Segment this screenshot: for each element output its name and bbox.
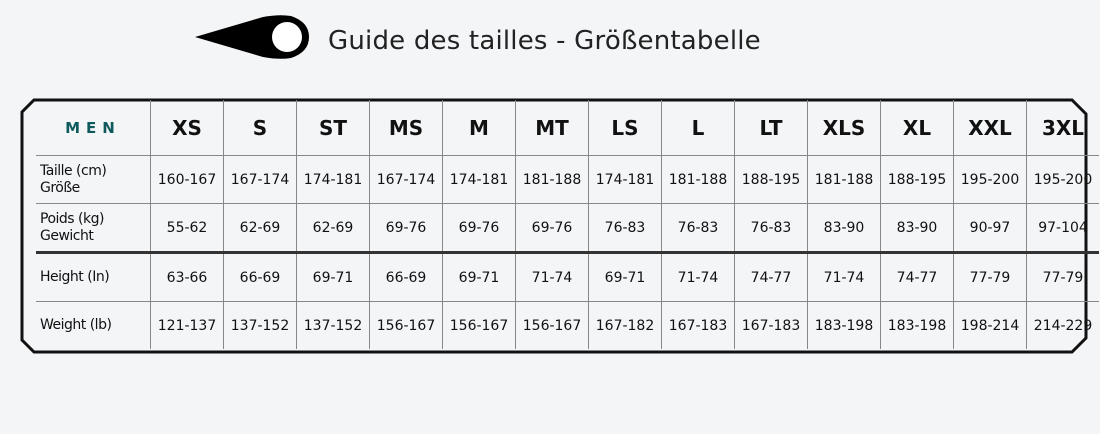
table-row: Poids (kg) Gewicht 55-62 62-69 62-69 69-76 69-…: [36, 203, 1099, 254]
table-cell: 181-188: [807, 155, 881, 204]
table-cell: 167-183: [734, 301, 808, 349]
table-row: Taille (cm) Größe 160-167 167-174 174-181 167…: [36, 155, 1099, 204]
table-cell: 63-66: [150, 252, 224, 302]
table-cell: 76-83: [661, 203, 735, 254]
table-cell: 174-181: [588, 155, 662, 204]
size-header: LT: [734, 100, 808, 156]
category-label: MEN: [36, 100, 151, 156]
size-chart-table: MEN XS S ST MS M MT LS L LT XLS XL XXL 3…: [36, 100, 1099, 349]
row-label-primary: Height (In): [40, 269, 110, 285]
size-header: MT: [515, 100, 589, 156]
table-cell: 167-174: [223, 155, 297, 204]
size-header: XS: [150, 100, 224, 156]
table-cell: 181-188: [515, 155, 589, 204]
table-cell: 188-195: [734, 155, 808, 204]
table-cell: 181-188: [661, 155, 735, 204]
page-title: Guide des tailles - Größentabelle: [328, 26, 761, 56]
table-cell: 69-71: [442, 252, 516, 302]
table-cell: 74-77: [734, 252, 808, 302]
table-cell: 69-76: [369, 203, 443, 254]
table-cell: 69-76: [515, 203, 589, 254]
table-cell: 76-83: [734, 203, 808, 254]
row-label-secondary: Gewicht: [40, 227, 94, 244]
table-cell: 62-69: [223, 203, 297, 254]
table-row: Weight (lb) 121-137 137-152 137-152 156-167 1…: [36, 301, 1099, 349]
table-cell: 195-200: [953, 155, 1027, 204]
size-header: XL: [880, 100, 954, 156]
table-cell: 167-183: [661, 301, 735, 349]
table-cell: 214-229: [1026, 301, 1099, 349]
table-cell: 69-71: [296, 252, 370, 302]
table-cell: 174-181: [296, 155, 370, 204]
table-cell: 66-69: [369, 252, 443, 302]
table-cell: 156-167: [515, 301, 589, 349]
table-cell: 167-174: [369, 155, 443, 204]
table-cell: 76-83: [588, 203, 662, 254]
row-label: Weight (lb): [36, 301, 151, 349]
table-cell: 174-181: [442, 155, 516, 204]
table-cell: 183-198: [807, 301, 881, 349]
table-cell: 97-104: [1026, 203, 1099, 254]
teardrop-logo-icon: [195, 15, 309, 59]
table-cell: 167-182: [588, 301, 662, 349]
table-cell: 121-137: [150, 301, 224, 349]
table-cell: 137-152: [223, 301, 297, 349]
row-label: Taille (cm) Größe: [36, 155, 151, 204]
size-header: MS: [369, 100, 443, 156]
table-cell: 62-69: [296, 203, 370, 254]
size-header: XLS: [807, 100, 881, 156]
table-cell: 83-90: [807, 203, 881, 254]
table-cell: 195-200: [1026, 155, 1099, 204]
table-cell: 83-90: [880, 203, 954, 254]
table-cell: 69-76: [442, 203, 516, 254]
table-cell: 69-71: [588, 252, 662, 302]
table-cell: 137-152: [296, 301, 370, 349]
table-cell: 71-74: [661, 252, 735, 302]
size-header: 3XL: [1026, 100, 1099, 156]
table-cell: 156-167: [369, 301, 443, 349]
table-cell: 183-198: [880, 301, 954, 349]
row-label: Height (In): [36, 252, 151, 302]
size-header: S: [223, 100, 297, 156]
row-label-primary: Poids (kg): [40, 210, 104, 227]
table-cell: 198-214: [953, 301, 1027, 349]
row-label-primary: Taille (cm): [40, 162, 107, 179]
table-cell: 77-79: [1026, 252, 1099, 302]
table-cell: 74-77: [880, 252, 954, 302]
row-label-secondary: Größe: [40, 179, 80, 196]
table-cell: 90-97: [953, 203, 1027, 254]
table-header-row: MEN XS S ST MS M MT LS L LT XLS XL XXL 3…: [36, 100, 1099, 156]
table-cell: 71-74: [807, 252, 881, 302]
table-cell: 156-167: [442, 301, 516, 349]
table-cell: 160-167: [150, 155, 224, 204]
table-cell: 66-69: [223, 252, 297, 302]
table-cell: 71-74: [515, 252, 589, 302]
table-cell: 188-195: [880, 155, 954, 204]
table-cell: 55-62: [150, 203, 224, 254]
row-label-primary: Weight (lb): [40, 317, 112, 333]
size-header: LS: [588, 100, 662, 156]
row-label: Poids (kg) Gewicht: [36, 203, 151, 254]
size-header: M: [442, 100, 516, 156]
size-header: ST: [296, 100, 370, 156]
size-header: XXL: [953, 100, 1027, 156]
size-header: L: [661, 100, 735, 156]
table-row: Height (In) 63-66 66-69 69-71 66-69 69-71 71-7…: [36, 252, 1099, 302]
table-cell: 77-79: [953, 252, 1027, 302]
